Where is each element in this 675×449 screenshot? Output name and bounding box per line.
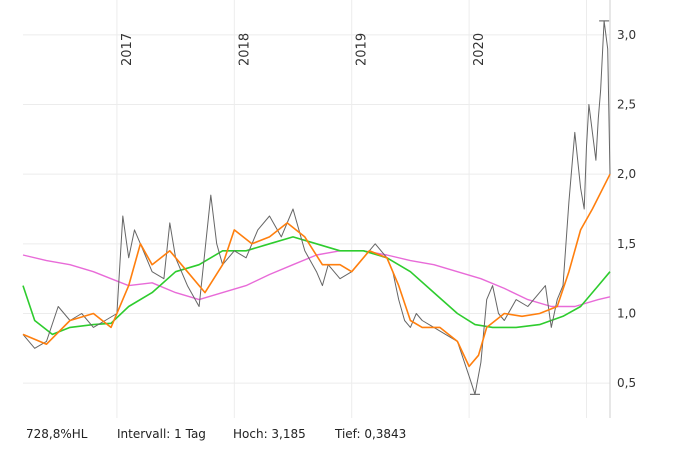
- price-series-line: [22, 20, 611, 395]
- price-chart[interactable]: 0,5 1,0 1,5 2,0 2,5 3,0 2017 2018 2019 2020: [0, 0, 675, 424]
- ma_mid-series-line: [22, 236, 611, 336]
- y-tick-label: 2,0: [617, 167, 636, 181]
- y-tick-label: 0,5: [617, 376, 636, 390]
- chart-footer: 728,8%HL Intervall: 1 Tag Hoch: 3,185 Ti…: [0, 424, 675, 446]
- y-tick-label: 2,5: [617, 98, 636, 112]
- x-tick-label: 2020: [472, 33, 487, 66]
- range-readout: 728,8%HL: [26, 427, 88, 441]
- x-tick-label: 2018: [237, 33, 252, 66]
- low-readout: Tief: 0,3843: [335, 427, 407, 441]
- high-readout: Hoch: 3,185: [233, 427, 306, 441]
- y-tick-label: 3,0: [617, 28, 636, 42]
- x-tick-label: 2019: [355, 33, 370, 66]
- ma_long-series-line: [22, 250, 611, 308]
- interval-readout: Intervall: 1 Tag: [117, 427, 206, 441]
- x-tick-label: 2017: [120, 33, 135, 66]
- y-tick-label: 1,5: [617, 237, 636, 251]
- y-tick-label: 1,0: [617, 307, 636, 321]
- ma_short-series-line: [22, 173, 611, 368]
